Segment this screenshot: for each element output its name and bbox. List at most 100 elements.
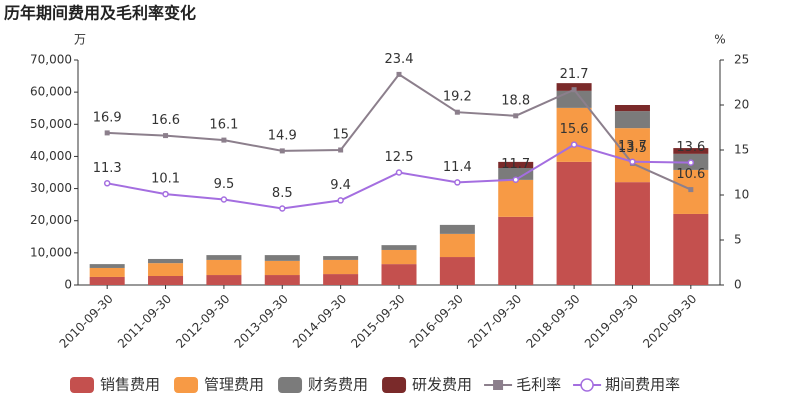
- bar-segment: [498, 161, 534, 168]
- bar-segment: [381, 249, 417, 265]
- bar-segment: [89, 276, 125, 285]
- data-label: 15.6: [560, 122, 589, 137]
- bar-segment: [148, 263, 184, 276]
- data-label: 10.1: [151, 172, 180, 187]
- y2-tick-label: 15: [734, 143, 749, 157]
- bar-segment: [381, 245, 417, 250]
- legend-item: 研发费用: [382, 376, 472, 394]
- data-label: 13.6: [676, 140, 705, 155]
- bar-segment: [206, 275, 242, 285]
- line-point: [454, 109, 460, 115]
- line-point: [570, 141, 578, 148]
- bar-segment: [439, 224, 475, 234]
- bar-segment: [264, 275, 300, 285]
- y2-tick-label: 5: [734, 233, 742, 247]
- data-label: 14.9: [268, 128, 297, 143]
- data-label: 11.4: [443, 160, 472, 175]
- line-point: [163, 133, 169, 139]
- legend-label: 毛利率: [516, 376, 561, 394]
- legend-item: 销售费用: [70, 376, 160, 394]
- bar-segment: [556, 90, 592, 108]
- line-point: [571, 87, 577, 93]
- data-label: 19.2: [443, 90, 472, 105]
- bar-segment: [148, 258, 184, 264]
- line-point: [629, 158, 636, 165]
- bar-segment: [614, 182, 650, 285]
- y-tick-label: 10,000: [30, 245, 72, 259]
- line-point: [513, 113, 519, 119]
- data-label: 16.9: [93, 110, 122, 125]
- y-tick-label: 30,000: [30, 181, 72, 195]
- x-tick-label: 2015-09-30: [348, 292, 407, 351]
- line-point: [687, 159, 695, 166]
- data-label: 13.7: [618, 139, 647, 154]
- bar-segment: [439, 257, 475, 285]
- legend-item: 期间费用率: [573, 376, 680, 394]
- data-label: 10.6: [676, 167, 705, 182]
- x-tick-label: 2011-09-30: [115, 292, 174, 351]
- legend-marker: [580, 378, 594, 392]
- y-axis-unit: 万: [74, 33, 86, 47]
- y2-tick-label: 10: [734, 188, 749, 202]
- legend-label: 研发费用: [412, 376, 472, 394]
- data-label: 16.1: [209, 118, 238, 133]
- legend-swatch: [174, 377, 199, 393]
- bar-segment: [264, 260, 300, 276]
- x-tick-label: 2014-09-30: [290, 292, 349, 351]
- x-tick-label: 2012-09-30: [173, 292, 232, 351]
- line-point: [395, 169, 403, 176]
- legend-swatch: [278, 377, 303, 393]
- legend-item: 财务费用: [278, 376, 368, 394]
- data-label: 13.5: [618, 141, 647, 156]
- chart-title: 历年期间费用及毛利率变化: [4, 4, 196, 23]
- y2-axis-unit: %: [714, 33, 725, 47]
- bar-segment: [381, 264, 417, 285]
- bar-segment: [556, 161, 592, 285]
- line-point: [220, 196, 228, 203]
- data-label: 11.3: [93, 161, 122, 176]
- bar-segment: [323, 259, 359, 275]
- data-label: 8.5: [272, 186, 293, 201]
- data-label: 23.4: [385, 52, 414, 67]
- bar-segment: [323, 256, 359, 260]
- legend-marker: [493, 380, 504, 390]
- bar-segment: [614, 128, 650, 183]
- y-tick-label: 20,000: [30, 213, 72, 227]
- data-label: 15: [332, 128, 349, 143]
- line-point: [338, 147, 344, 153]
- y-tick-label: 0: [64, 278, 72, 292]
- data-label: 9.5: [214, 177, 235, 192]
- x-tick-label: 2020-09-30: [640, 292, 699, 351]
- bar-segment: [89, 264, 125, 268]
- x-tick-label: 2010-09-30: [57, 292, 116, 351]
- x-tick-label: 2013-09-30: [232, 292, 291, 351]
- x-tick-label: 2016-09-30: [407, 292, 466, 351]
- y-tick-label: 60,000: [30, 85, 72, 99]
- line-point: [279, 205, 286, 212]
- bar-segment: [498, 216, 534, 285]
- legend-label: 销售费用: [100, 376, 160, 394]
- bar-segment: [673, 213, 709, 285]
- line-point: [279, 148, 285, 154]
- data-label: 12.5: [385, 150, 414, 165]
- data-label: 11.7: [501, 157, 530, 172]
- data-label: 21.7: [560, 67, 589, 82]
- line-point: [104, 130, 110, 136]
- y-tick-label: 40,000: [30, 149, 72, 163]
- bar-segment: [439, 233, 475, 258]
- data-label: 16.6: [151, 113, 180, 128]
- x-tick-label: 2018-09-30: [523, 292, 582, 351]
- y2-tick-label: 0: [734, 278, 742, 292]
- line-point: [512, 176, 519, 183]
- y2-tick-label: 20: [734, 98, 749, 112]
- line-point: [162, 190, 169, 198]
- bar-segment: [556, 107, 592, 162]
- legend-swatch: [70, 377, 94, 393]
- bar-segment: [498, 168, 534, 180]
- bar-segment: [206, 259, 242, 276]
- bar-segment: [614, 105, 650, 112]
- data-label: 18.8: [501, 93, 530, 108]
- bar-segment: [89, 267, 125, 277]
- y-tick-label: 50,000: [30, 117, 72, 131]
